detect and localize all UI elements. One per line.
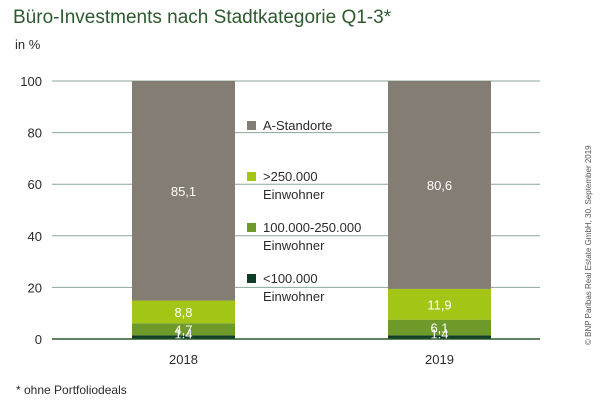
data-label: 11,9 xyxy=(427,297,451,312)
x-category-label: 2018 xyxy=(169,352,198,367)
y-tick-label: 40 xyxy=(28,229,42,244)
legend-label: 100.000-250.000 xyxy=(263,220,361,235)
y-tick-label: 80 xyxy=(28,126,42,141)
data-label: 85,1 xyxy=(171,184,196,199)
legend-label: A-Standorte xyxy=(263,118,332,133)
legend: A-Standorte >250.000 Einwohner 100.000-250.… xyxy=(247,118,361,304)
legend-label-line2: Einwohner xyxy=(263,238,325,253)
legend-label: >250.000 xyxy=(263,169,318,184)
legend-label: <100.000 xyxy=(263,271,318,286)
bar-segment xyxy=(132,300,235,324)
footnote: * ohne Portfoliodeals xyxy=(16,383,127,397)
y-tick-label: 100 xyxy=(20,74,42,89)
bars xyxy=(132,81,491,339)
data-label: 1,4 xyxy=(174,326,192,341)
bar-segment xyxy=(388,335,491,339)
y-unit-label: in % xyxy=(15,37,41,52)
axis: 0 20 40 60 80 100 2018 2019 xyxy=(20,74,540,367)
y-tick-label: 20 xyxy=(28,280,42,295)
bar-segment xyxy=(388,319,491,336)
bar-segment xyxy=(132,335,235,339)
bar-segment xyxy=(388,81,491,289)
chart-title: Büro-Investments nach Stadtkategorie Q1-… xyxy=(13,7,392,28)
y-tick-label: 60 xyxy=(28,177,42,192)
legend-swatch xyxy=(247,223,256,232)
data-label: 1,4 xyxy=(430,326,448,341)
bar-segment xyxy=(388,288,491,320)
data-label: 6,1 xyxy=(430,321,448,336)
y-tick-label: 0 xyxy=(35,332,42,347)
legend-swatch xyxy=(247,121,256,130)
legend-swatch xyxy=(247,274,256,283)
legend-swatch xyxy=(247,172,256,181)
legend-label-line2: Einwohner xyxy=(263,187,325,202)
bar-segment xyxy=(132,81,235,301)
data-labels: 1,44,78,885,11,46,111,980,6 xyxy=(171,178,452,341)
data-label: 4,7 xyxy=(174,322,192,337)
x-category-label: 2019 xyxy=(425,352,454,367)
legend-label-line2: Einwohner xyxy=(263,289,325,304)
data-label: 8,8 xyxy=(174,305,192,320)
bar-segment xyxy=(132,323,235,336)
data-label: 80,6 xyxy=(427,178,452,193)
